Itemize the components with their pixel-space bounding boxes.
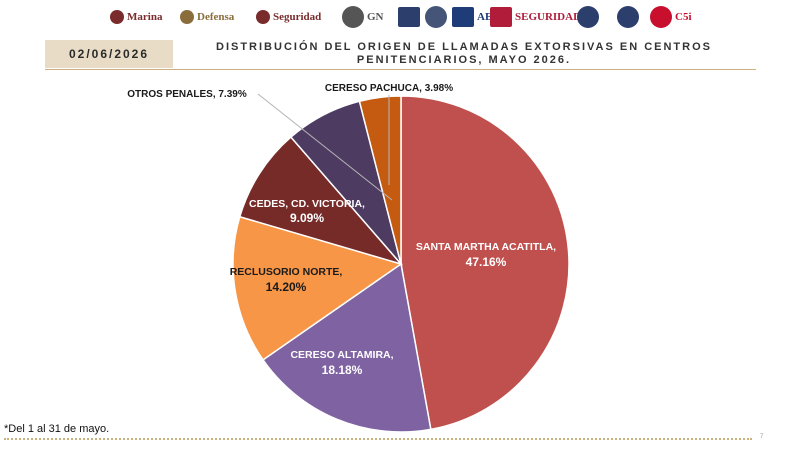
logo-bar: Marina Defensa Seguridad GN AEI SEGURIDAD C5i [0,4,800,32]
pie-slice [261,262,432,433]
pie-slice [232,215,403,361]
page-number: 7 [760,434,764,440]
defensa-logo-emblem [180,10,194,24]
c5i-logo-text: C5i [675,11,692,23]
footnote: *Del 1 al 31 de mayo. [4,423,110,435]
chart-title-line-2: PENITENCIARIOS, MAYO 2026. [356,54,572,66]
seguridad-logo-text: Seguridad [273,11,322,23]
c5i-logo-emblem [650,6,672,28]
fge-logo [398,4,423,30]
police-badge-logo [577,4,602,30]
fge-logo-emblem [398,7,420,27]
report-date: 02/06/2026 [45,40,173,68]
marina-logo: Marina [110,4,162,30]
gn-logo: GN [342,4,384,30]
marina-logo-text: Marina [127,11,163,23]
seguridad-logo: Seguridad [256,4,321,30]
police-badge-2-logo-emblem [617,6,639,28]
slice-label-name: RECLUSORIO NORTE, [230,266,343,278]
c5i-logo: C5i [650,4,692,30]
fiscalia-seal-logo-emblem [425,6,447,28]
seguridad-logo-emblem [256,10,270,24]
slice-label-name: CERESO ALTAMIRA, [290,349,393,361]
marina-logo-emblem [110,10,124,24]
slice-label-value: 47.16% [466,255,507,269]
title-divider [45,69,756,70]
chart-title: DISTRIBUCIÓN DEL ORIGEN DE LLAMADAS EXTO… [173,40,755,68]
chart-title-line-1: DISTRIBUCIÓN DEL ORIGEN DE LLAMADAS EXTO… [216,41,712,53]
slice-label-value: 9.09% [290,211,324,225]
aei-logo-emblem [452,7,474,27]
footer-divider [4,438,752,440]
seguridad-oaxaca-logo-text: SEGURIDAD [515,11,582,23]
fiscalia-seal-logo [425,4,450,30]
slice-label-outside: OTROS PENALES, 7.39% [127,89,247,100]
pie-slice [238,136,404,266]
gn-logo-emblem [342,6,364,28]
police-badge-2-logo [617,4,642,30]
seguridad-oaxaca-logo-emblem [490,7,512,27]
defensa-logo: Defensa [180,4,234,30]
slice-label-value: 14.20% [266,280,307,294]
slice-label-name: SANTA MARTHA ACATITLA, [416,241,556,253]
slice-label-value: 18.18% [322,363,363,377]
slice-label-name: CEDES, CD. VICTORIA, [249,198,365,210]
defensa-logo-text: Defensa [197,11,235,23]
gn-logo-text: GN [367,11,384,23]
slice-label-outside: CERESO PACHUCA, 3.98% [325,83,453,94]
slice-leader-line [257,93,393,201]
seguridad-oaxaca-logo: SEGURIDAD [490,4,581,30]
police-badge-logo-emblem [577,6,599,28]
pie-slice [358,95,402,265]
pie-slice [400,95,570,431]
